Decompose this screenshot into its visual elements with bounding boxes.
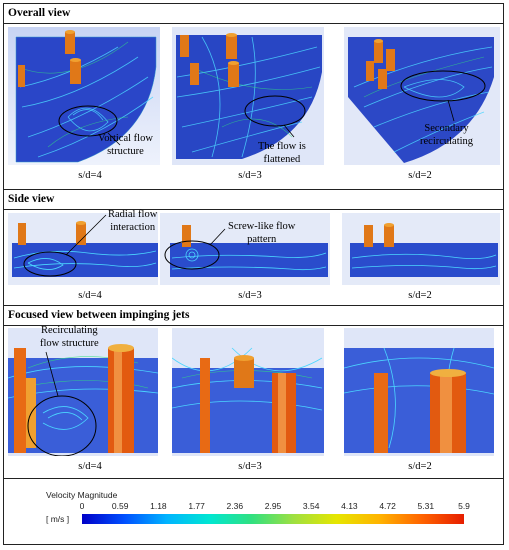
side-panel-sd4 (8, 213, 158, 285)
caption-side-sd3: s/d=3 (238, 290, 262, 301)
annotation-screw: Screw-like flow pattern (228, 221, 296, 245)
annotation-secondary: Secondary recirculating (420, 123, 474, 147)
legend-tick: 1.18 (150, 501, 167, 511)
caption-focused-sd3: s/d=3 (238, 461, 262, 472)
divider (4, 305, 503, 306)
side-panel-sd2 (342, 213, 500, 285)
overall-panel-sd2 (344, 27, 500, 165)
legend-tick: 3.54 (302, 501, 320, 511)
focused-panel-sd2 (344, 328, 494, 456)
section-title-overall: Overall view (4, 4, 503, 24)
annotation-recirculating: Recirculating flow structure (40, 325, 99, 349)
caption-overall-sd3: s/d=3 (238, 170, 262, 181)
divider (4, 189, 503, 190)
divider (4, 478, 503, 479)
legend-tick: 4.13 (341, 501, 358, 511)
color-bar (82, 514, 464, 524)
side-panel-sd3 (160, 213, 330, 285)
annotation-vortical: Vortical flow structure (98, 133, 153, 157)
caption-overall-sd2: s/d=2 (408, 170, 432, 181)
section-title-focused: Focused view between impinging jets (4, 306, 503, 326)
legend-tick: 4.72 (379, 501, 396, 511)
caption-focused-sd2: s/d=2 (408, 461, 432, 472)
legend-unit: [ m/s ] (46, 514, 70, 524)
caption-side-sd4: s/d=4 (78, 290, 102, 301)
figure-frame (3, 3, 504, 545)
legend-tick: 2.95 (264, 501, 282, 511)
caption-side-sd2: s/d=2 (408, 290, 432, 301)
legend-title: Velocity Magnitude (46, 490, 118, 500)
focused-panel-sd4 (8, 328, 158, 456)
legend-tick: 2.36 (226, 501, 244, 511)
focused-panel-sd3 (172, 328, 324, 456)
annotation-flattened: The flow is flattened (258, 141, 306, 165)
overall-panel-sd4 (8, 27, 160, 165)
legend-tick: 5.31 (417, 501, 435, 511)
caption-focused-sd4: s/d=4 (78, 461, 102, 472)
legend-tick: 5.9 (458, 501, 470, 511)
annotation-radial: Radial flow interaction (108, 209, 158, 233)
overall-panel-sd3 (172, 27, 324, 165)
section-title-side: Side view (4, 190, 503, 210)
legend-tick: 0 (79, 501, 85, 511)
legend-tick: 1.77 (188, 501, 205, 511)
caption-overall-sd4: s/d=4 (78, 170, 102, 181)
legend-tick: 0.59 (111, 501, 129, 511)
